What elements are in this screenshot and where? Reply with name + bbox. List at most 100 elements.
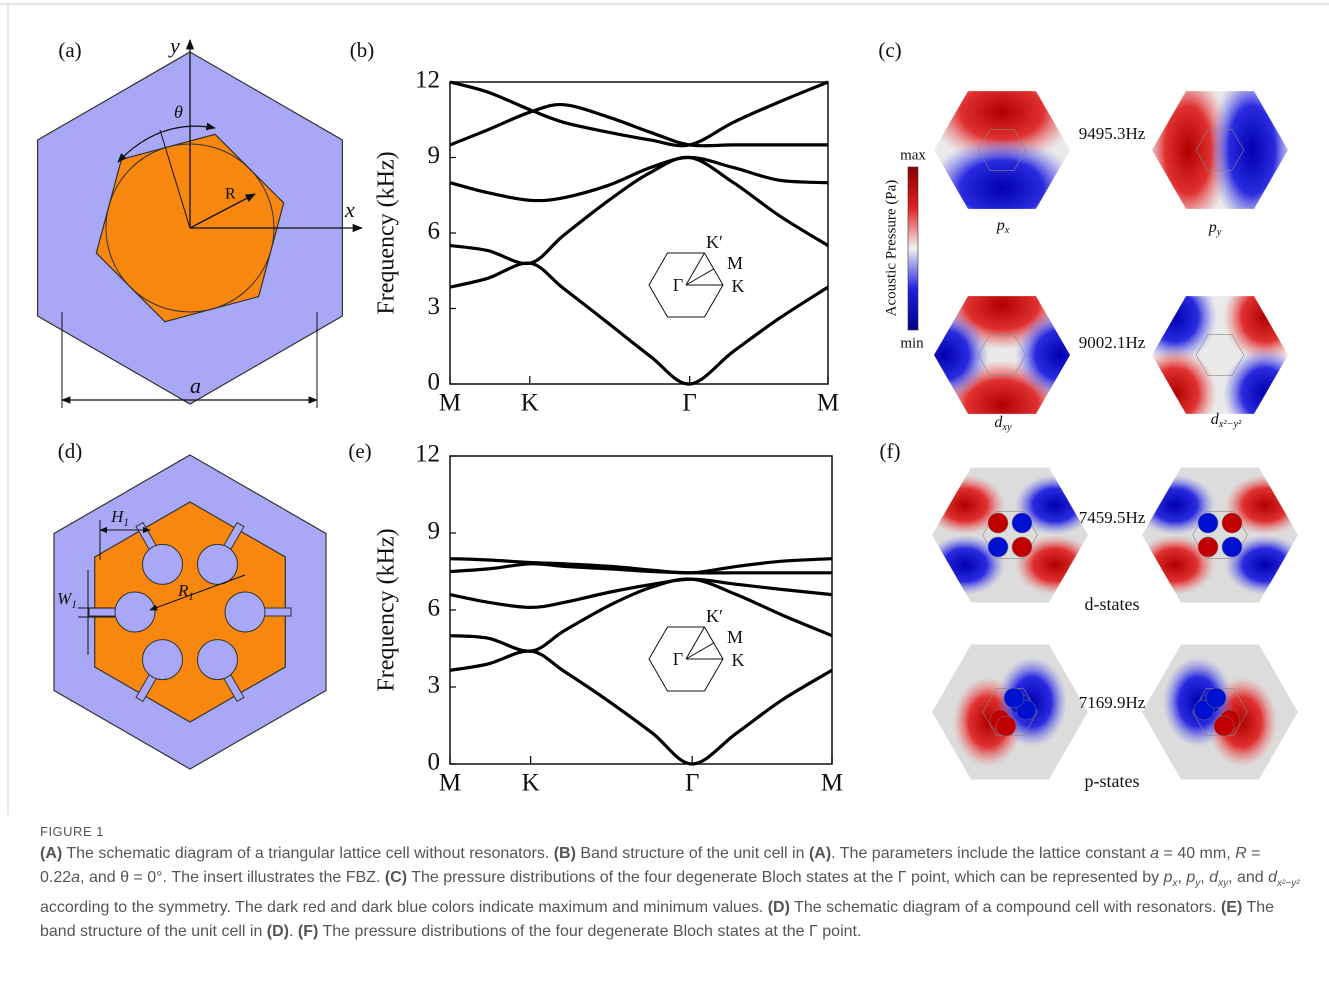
- band: [450, 82, 828, 146]
- caption-part: The pressure distributions of the four d…: [407, 869, 1164, 886]
- panel-label: (c): [878, 38, 901, 62]
- y-tick-label: 3: [428, 672, 441, 699]
- cavity: [225, 592, 265, 632]
- fbz-label: Γ: [673, 649, 683, 669]
- field-map: [927, 62, 1077, 238]
- panel-label: (e): [348, 439, 371, 463]
- radius-label: R: [225, 186, 236, 203]
- figure-label: FIGURE 1: [40, 822, 1302, 842]
- caption-part: R: [1235, 845, 1247, 862]
- caption-part: a: [1150, 845, 1159, 862]
- field-blob: [1210, 70, 1294, 230]
- cavity: [143, 640, 183, 680]
- field-core: [1198, 537, 1218, 557]
- caption-part: according to the symmetry. The dark red …: [40, 899, 768, 916]
- field-core: [1198, 513, 1218, 533]
- mode-label: py: [1208, 219, 1222, 239]
- y-axis-title: Frequency (kHz): [374, 528, 400, 691]
- field-bg: [1142, 468, 1298, 603]
- y-tick-label: 9: [428, 142, 441, 169]
- panel-label: (d): [58, 439, 83, 463]
- state-label: d-states: [1085, 594, 1140, 614]
- caption-part: The schematic diagram of a triangular la…: [62, 845, 554, 862]
- field-core: [988, 513, 1008, 533]
- caption-part: . The parameters include the lattice con…: [831, 845, 1150, 862]
- x-tick-label: K: [521, 390, 539, 417]
- caption-part: p: [1186, 869, 1195, 886]
- colorbar: [908, 167, 918, 330]
- y-tick-label: 6: [428, 595, 441, 622]
- caption-part: xy: [1218, 878, 1228, 889]
- caption-part: (E): [1221, 899, 1242, 916]
- y-tick-label: 6: [428, 218, 441, 245]
- dim-label-base: R: [177, 581, 189, 600]
- field-map: [925, 468, 1095, 603]
- colorbar-min: min: [900, 335, 924, 351]
- caption-part: d: [1209, 869, 1218, 886]
- fbz-label: K′: [706, 232, 723, 252]
- field-core: [988, 537, 1008, 557]
- caption-part: , and: [1228, 869, 1268, 886]
- field-core: [1214, 716, 1234, 736]
- colorbar-max: max: [900, 147, 926, 163]
- band: [450, 579, 832, 607]
- cavity: [198, 544, 238, 584]
- y-tick-label: 9: [428, 518, 441, 545]
- field-core: [1222, 513, 1242, 533]
- mode-label-sub: y: [1216, 227, 1222, 238]
- caption-part: , and θ = 0°. The insert illustrates the…: [80, 869, 385, 886]
- cavity: [198, 640, 238, 680]
- x-tick-label: Γ: [682, 390, 696, 417]
- mode-label: dxy: [994, 414, 1012, 434]
- x-tick-label: M: [817, 390, 839, 417]
- mode-label-base: p: [996, 217, 1005, 234]
- caption-part: (F): [298, 923, 318, 940]
- figure-page: (a)(b)(c)(d)(e)(f)yxθRaH1W1R1036912MKΓMF…: [0, 0, 1329, 983]
- state-label: p-states: [1085, 771, 1140, 791]
- field-blob: [1133, 348, 1217, 438]
- caption-part: Band structure of the unit cell in: [576, 845, 809, 862]
- field-bg: [932, 468, 1088, 603]
- caption-part: (D): [267, 923, 289, 940]
- x-tick-label: M: [439, 390, 461, 417]
- field-map: [932, 645, 1088, 780]
- colorbar-title: Acoustic Pressure (Pa): [883, 180, 899, 317]
- field-core: [1012, 513, 1032, 533]
- field-core: [1004, 688, 1024, 708]
- y-tick-label: 12: [415, 67, 440, 94]
- frequency-label: 7459.5Hz: [1079, 508, 1146, 527]
- band: [450, 263, 828, 384]
- field-map: [1135, 468, 1305, 603]
- x-tick-label: Γ: [685, 770, 699, 797]
- field-core: [1206, 688, 1226, 708]
- caption-part: The pressure distributions of the four d…: [318, 923, 861, 940]
- fbz-label: K: [732, 650, 745, 670]
- field-core: [996, 716, 1016, 736]
- frequency-label: 7169.9Hz: [1079, 693, 1146, 712]
- lattice-label: a: [190, 373, 201, 398]
- fbz-label: K: [732, 276, 745, 296]
- caption: FIGURE 1 (A) The schematic diagram of a …: [40, 822, 1302, 944]
- caption-part: ,: [1200, 869, 1209, 886]
- cavity: [143, 544, 183, 584]
- x-tick-label: K: [522, 770, 540, 797]
- axis-name: x: [344, 197, 355, 222]
- panel-label: (b): [350, 38, 375, 62]
- caption-part: .: [289, 923, 298, 940]
- mode-label-sub: x: [1004, 225, 1010, 236]
- field-map: [1142, 645, 1298, 780]
- caption-text: (A) The schematic diagram of a triangula…: [40, 842, 1302, 944]
- caption-part: (A): [809, 845, 831, 862]
- field-map: [1133, 272, 1307, 438]
- axis-name: y: [168, 33, 180, 58]
- caption-part: = 40 mm,: [1159, 845, 1235, 862]
- angle-label: θ: [174, 102, 183, 122]
- dim-label-sub: 1: [71, 599, 77, 611]
- field-core: [1222, 537, 1242, 557]
- figure: (a)(b)(c)(d)(e)(f)yxθRaH1W1R1036912MKΓMF…: [0, 0, 1329, 815]
- mode-label-sub: x²−y²: [1218, 419, 1242, 430]
- frequency-label: 9002.1Hz: [1079, 333, 1146, 352]
- mode-label-sub: xy: [1001, 422, 1012, 433]
- caption-part: (C): [385, 869, 407, 886]
- y-axis-title: Frequency (kHz): [374, 151, 400, 314]
